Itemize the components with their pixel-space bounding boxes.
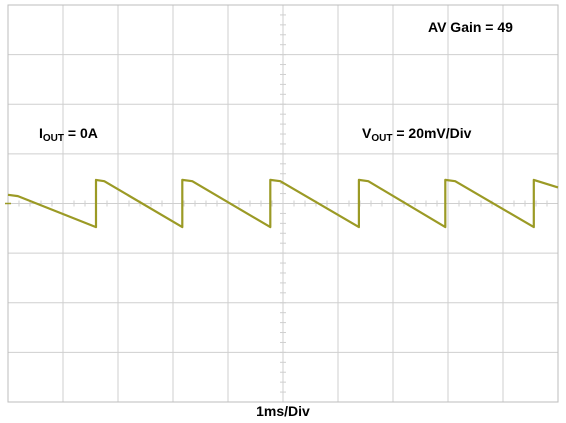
iout-annotation: IOUT = 0A xyxy=(39,125,98,144)
trace-series-line xyxy=(7,178,559,229)
iout-value: = 0A xyxy=(64,125,98,141)
gain-annotation: AV Gain = 49 xyxy=(428,19,513,35)
vout-subscript: OUT xyxy=(371,133,393,144)
vout-value: = 20mV/Div xyxy=(392,125,472,141)
graticule xyxy=(7,4,559,403)
vout-symbol: V xyxy=(362,125,372,141)
iout-symbol: I xyxy=(39,125,43,141)
iout-subscript: OUT xyxy=(42,133,64,144)
vout-annotation: VOUT = 20mV/Div xyxy=(362,125,472,144)
x-axis-label: 1ms/Div xyxy=(256,403,310,419)
trace-layer xyxy=(5,178,559,229)
